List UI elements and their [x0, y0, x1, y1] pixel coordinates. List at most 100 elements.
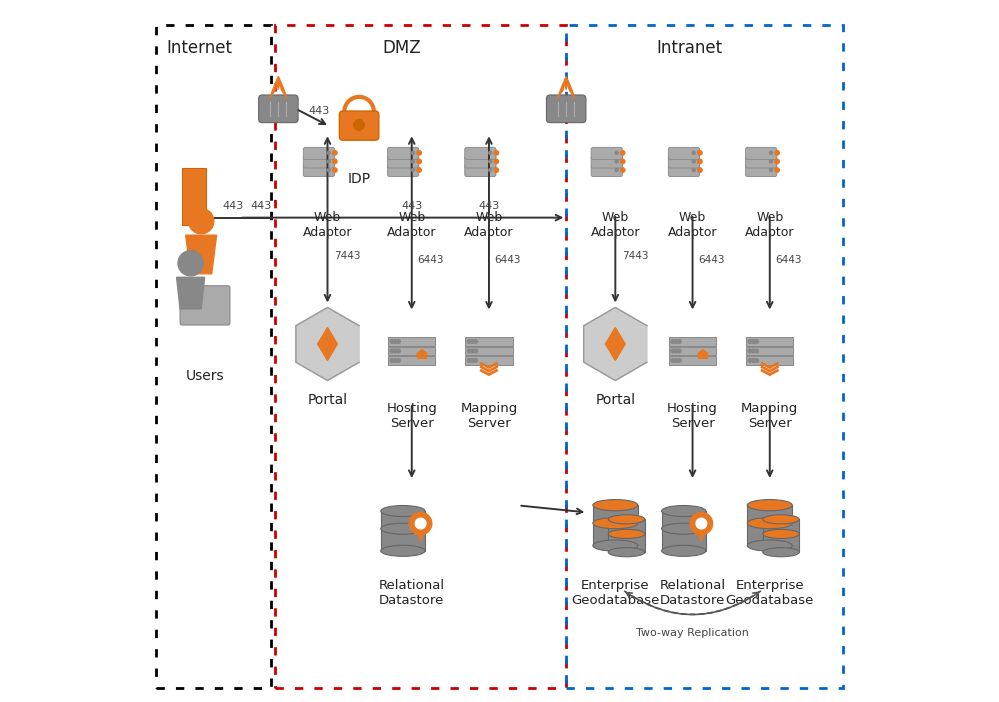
- FancyBboxPatch shape: [304, 156, 335, 168]
- Circle shape: [489, 152, 492, 154]
- FancyBboxPatch shape: [745, 156, 777, 168]
- Polygon shape: [416, 349, 429, 354]
- Circle shape: [354, 119, 365, 130]
- FancyBboxPatch shape: [745, 147, 777, 159]
- FancyBboxPatch shape: [591, 156, 622, 168]
- FancyBboxPatch shape: [668, 164, 699, 177]
- Circle shape: [690, 512, 712, 535]
- FancyBboxPatch shape: [592, 505, 637, 545]
- Circle shape: [692, 152, 695, 154]
- FancyBboxPatch shape: [763, 519, 799, 552]
- Circle shape: [620, 151, 625, 155]
- Circle shape: [417, 151, 422, 155]
- FancyBboxPatch shape: [381, 511, 425, 551]
- Polygon shape: [695, 528, 707, 543]
- Ellipse shape: [608, 548, 644, 557]
- Text: IDP: IDP: [348, 172, 371, 186]
- Circle shape: [751, 359, 755, 362]
- Ellipse shape: [747, 500, 792, 511]
- Circle shape: [474, 359, 478, 362]
- Text: DMZ: DMZ: [382, 39, 421, 57]
- Circle shape: [674, 359, 678, 362]
- Polygon shape: [557, 77, 575, 98]
- Circle shape: [751, 349, 755, 353]
- Ellipse shape: [763, 529, 799, 538]
- Ellipse shape: [661, 505, 706, 517]
- Circle shape: [615, 160, 618, 163]
- Circle shape: [468, 340, 471, 343]
- Circle shape: [391, 349, 394, 353]
- Text: Relational
Datastore: Relational Datastore: [659, 579, 725, 607]
- FancyBboxPatch shape: [668, 156, 699, 168]
- Circle shape: [748, 349, 752, 353]
- Polygon shape: [610, 336, 620, 352]
- Circle shape: [328, 160, 331, 163]
- Circle shape: [692, 168, 695, 171]
- FancyBboxPatch shape: [466, 347, 512, 355]
- Bar: [156, 25, 272, 688]
- FancyBboxPatch shape: [388, 164, 419, 177]
- Circle shape: [489, 160, 492, 163]
- Ellipse shape: [592, 540, 637, 551]
- FancyBboxPatch shape: [389, 357, 436, 364]
- Text: Portal: Portal: [595, 393, 635, 407]
- Circle shape: [674, 349, 678, 353]
- Circle shape: [748, 340, 752, 343]
- Ellipse shape: [608, 529, 644, 538]
- Circle shape: [412, 160, 415, 163]
- FancyBboxPatch shape: [466, 357, 512, 364]
- Polygon shape: [583, 307, 647, 380]
- Polygon shape: [296, 307, 359, 380]
- Circle shape: [471, 349, 475, 353]
- FancyBboxPatch shape: [745, 164, 777, 177]
- Circle shape: [410, 512, 432, 535]
- Circle shape: [677, 340, 681, 343]
- FancyBboxPatch shape: [388, 147, 419, 159]
- Circle shape: [471, 340, 475, 343]
- FancyBboxPatch shape: [340, 111, 379, 140]
- FancyBboxPatch shape: [608, 519, 644, 552]
- Text: Users: Users: [186, 369, 224, 383]
- Text: Web
Adaptor: Web Adaptor: [745, 211, 794, 239]
- Ellipse shape: [592, 517, 637, 529]
- FancyBboxPatch shape: [591, 147, 622, 159]
- Ellipse shape: [381, 523, 425, 534]
- Circle shape: [671, 359, 674, 362]
- Circle shape: [471, 359, 475, 362]
- Circle shape: [333, 159, 337, 164]
- Ellipse shape: [608, 515, 644, 524]
- Text: 443: 443: [402, 201, 423, 211]
- Circle shape: [468, 359, 471, 362]
- Circle shape: [474, 349, 478, 353]
- Circle shape: [394, 359, 397, 362]
- FancyBboxPatch shape: [304, 147, 335, 159]
- Polygon shape: [186, 235, 217, 274]
- Circle shape: [615, 168, 618, 171]
- Polygon shape: [605, 328, 625, 360]
- Circle shape: [391, 359, 394, 362]
- Circle shape: [468, 349, 471, 353]
- Polygon shape: [417, 354, 428, 359]
- Text: Intranet: Intranet: [656, 39, 722, 57]
- Bar: [566, 25, 843, 688]
- Circle shape: [748, 359, 752, 362]
- Circle shape: [495, 159, 499, 164]
- Polygon shape: [697, 354, 708, 359]
- Text: Web
Adaptor: Web Adaptor: [590, 211, 640, 239]
- Ellipse shape: [592, 500, 637, 511]
- Circle shape: [769, 168, 772, 171]
- FancyBboxPatch shape: [669, 347, 716, 355]
- Ellipse shape: [381, 505, 425, 517]
- Polygon shape: [415, 528, 427, 543]
- Circle shape: [615, 152, 618, 154]
- FancyBboxPatch shape: [746, 338, 793, 345]
- FancyBboxPatch shape: [465, 156, 496, 168]
- Text: 6443: 6443: [418, 255, 444, 265]
- Ellipse shape: [661, 545, 706, 557]
- Text: 443: 443: [222, 201, 244, 211]
- Polygon shape: [177, 277, 205, 309]
- Ellipse shape: [763, 515, 799, 524]
- FancyBboxPatch shape: [668, 147, 699, 159]
- Circle shape: [755, 359, 758, 362]
- Ellipse shape: [747, 540, 792, 551]
